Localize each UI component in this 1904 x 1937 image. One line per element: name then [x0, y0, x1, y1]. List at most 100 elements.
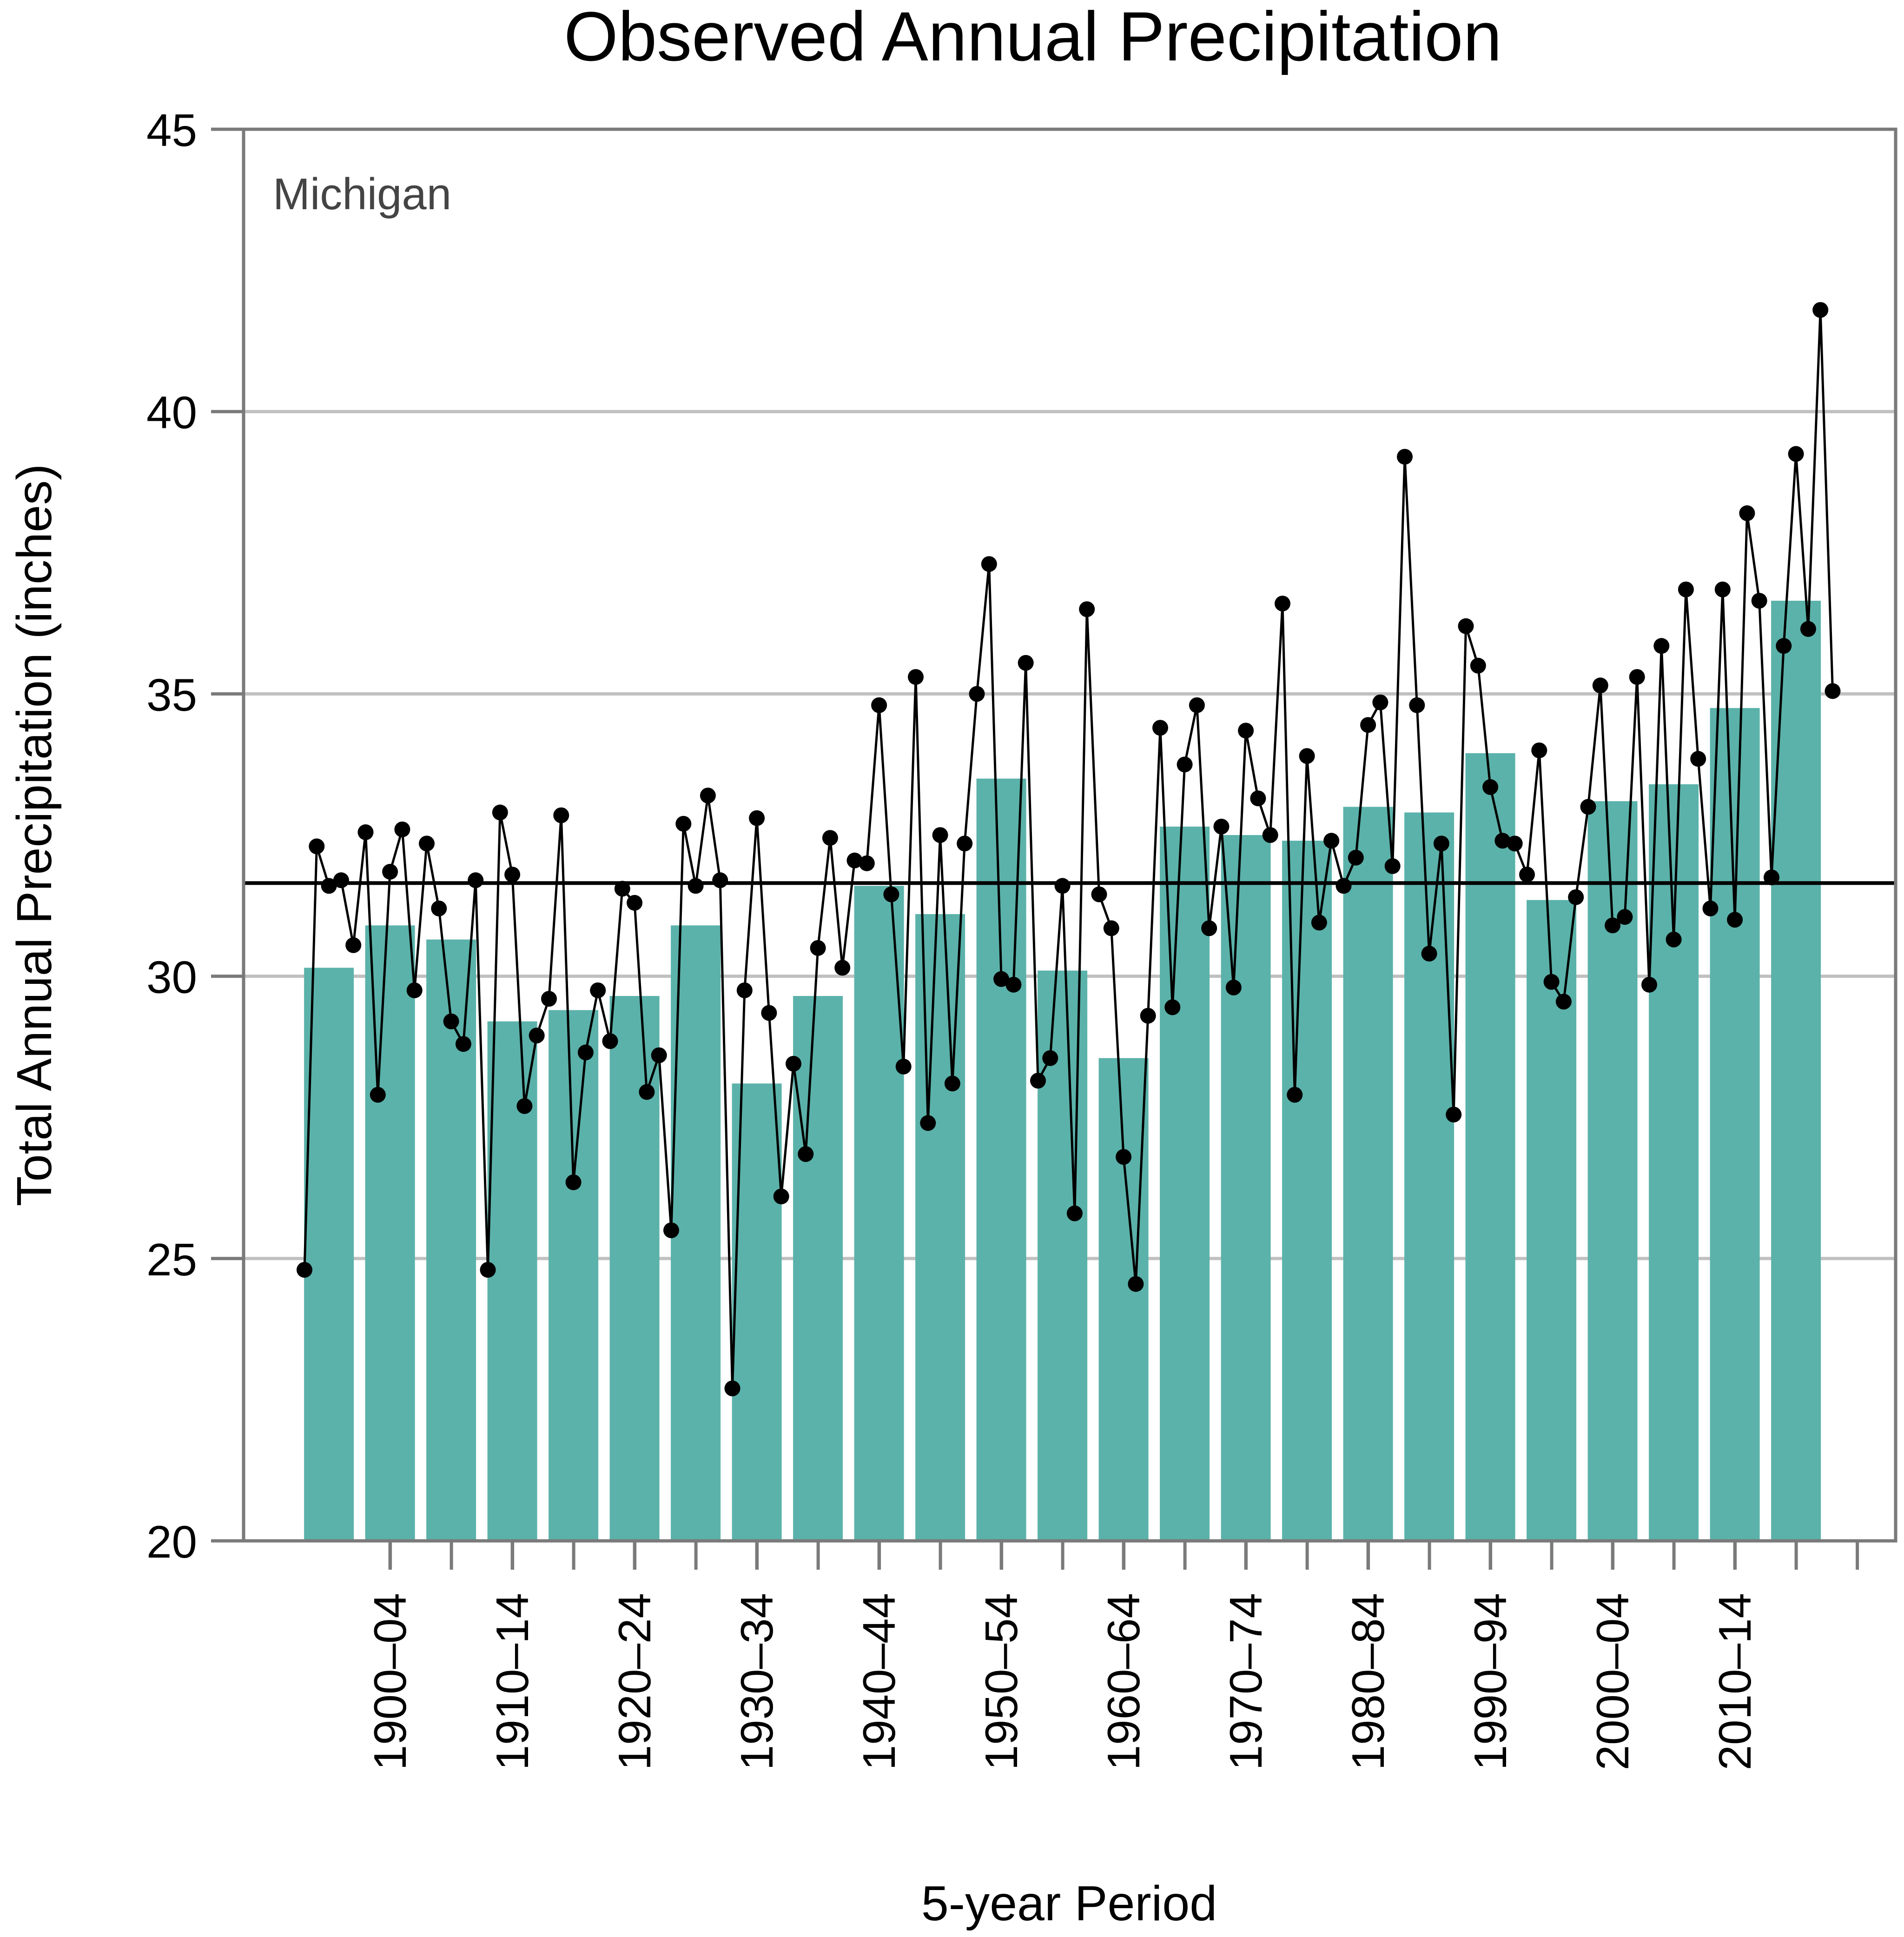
data-point	[700, 787, 716, 803]
data-point	[431, 900, 447, 916]
data-point	[1091, 886, 1107, 902]
data-point	[1727, 912, 1743, 928]
data-point	[675, 816, 692, 832]
data-point	[553, 807, 569, 823]
x-tick-label: 1990–94	[1465, 1593, 1516, 1771]
data-point	[1287, 1087, 1303, 1103]
data-point	[1116, 1149, 1132, 1165]
data-point	[1458, 618, 1474, 634]
x-tick-label: 1970–74	[1220, 1593, 1271, 1771]
data-point	[1507, 836, 1523, 852]
data-point	[590, 982, 606, 998]
data-point	[1678, 581, 1694, 597]
data-point	[627, 895, 643, 911]
bar	[487, 1021, 537, 1541]
plot-frame	[242, 127, 1897, 1543]
data-point	[541, 991, 557, 1007]
data-point	[1299, 748, 1315, 764]
data-point	[1568, 889, 1584, 905]
data-point	[1275, 596, 1290, 612]
data-point	[333, 872, 349, 889]
data-point	[480, 1262, 496, 1278]
data-point	[749, 810, 765, 826]
y-tick-label: 20	[146, 1516, 197, 1567]
data-point	[1103, 920, 1119, 936]
data-point	[382, 863, 398, 880]
data-point	[1348, 849, 1364, 866]
data-point	[1225, 979, 1242, 995]
data-point	[895, 1058, 912, 1075]
x-tick-label: 1910–14	[487, 1593, 538, 1771]
data-point	[981, 556, 997, 572]
data-point	[920, 1115, 936, 1131]
data-point	[1800, 621, 1816, 637]
data-point	[651, 1047, 667, 1063]
y-tick-label: 35	[146, 669, 197, 720]
data-point	[297, 1262, 312, 1278]
bar	[976, 778, 1026, 1541]
data-point	[1629, 669, 1645, 685]
data-point	[614, 881, 630, 897]
data-point	[883, 886, 899, 902]
data-point	[1409, 697, 1425, 713]
x-tick-label: 1940–44	[853, 1593, 905, 1771]
data-point	[969, 686, 985, 702]
bar	[1649, 784, 1699, 1541]
data-point	[786, 1055, 801, 1072]
data-point	[798, 1146, 814, 1162]
bar	[793, 996, 843, 1541]
data-point	[394, 821, 410, 837]
data-point	[443, 1013, 459, 1029]
data-point	[1250, 790, 1266, 807]
data-point	[1739, 505, 1755, 521]
data-point	[1776, 638, 1792, 654]
bar	[365, 925, 415, 1541]
data-point	[1213, 818, 1230, 835]
data-point	[724, 1380, 740, 1397]
y-axis-label: Total Annual Precipitation (inches)	[7, 464, 62, 1207]
data-point	[309, 838, 325, 855]
x-tick-label: 1930–34	[731, 1593, 782, 1771]
data-point	[1764, 869, 1779, 886]
bar	[1098, 1058, 1149, 1541]
data-point	[846, 852, 863, 869]
bar	[1710, 708, 1760, 1541]
data-point	[345, 937, 362, 953]
y-tick-label: 40	[146, 387, 197, 438]
data-point	[1201, 920, 1217, 936]
bar	[1771, 601, 1821, 1541]
data-point	[1702, 900, 1719, 916]
y-tick-label: 25	[146, 1234, 197, 1285]
bar	[671, 925, 721, 1541]
data-point	[455, 1036, 471, 1052]
data-point	[602, 1033, 618, 1049]
data-point	[1666, 931, 1682, 948]
x-tick-label: 2000–04	[1587, 1593, 1638, 1771]
data-point	[406, 982, 423, 998]
data-point	[1653, 638, 1670, 654]
data-point	[577, 1044, 594, 1061]
x-tick-label: 1920–24	[609, 1593, 660, 1771]
data-point	[370, 1087, 386, 1103]
chart-title: Observed Annual Precipitation	[564, 0, 1502, 75]
data-point	[516, 1098, 533, 1114]
bar	[1465, 753, 1515, 1541]
data-point	[1714, 581, 1731, 597]
data-point	[1421, 946, 1437, 962]
data-point	[1470, 657, 1486, 674]
data-point	[1580, 799, 1596, 815]
data-point	[1005, 976, 1022, 993]
y-tick-label: 30	[146, 952, 197, 1003]
annual-line	[303, 310, 1834, 1389]
data-point	[1360, 717, 1376, 733]
data-point	[1531, 742, 1547, 758]
data-point	[736, 982, 753, 998]
data-point	[1397, 449, 1413, 465]
data-point	[932, 827, 948, 843]
data-point	[492, 804, 508, 821]
data-point	[357, 824, 374, 840]
data-point	[1018, 655, 1034, 671]
x-tick-label: 2010–14	[1709, 1593, 1760, 1771]
y-axis: 20 25 30 35 40 45	[146, 105, 244, 1567]
